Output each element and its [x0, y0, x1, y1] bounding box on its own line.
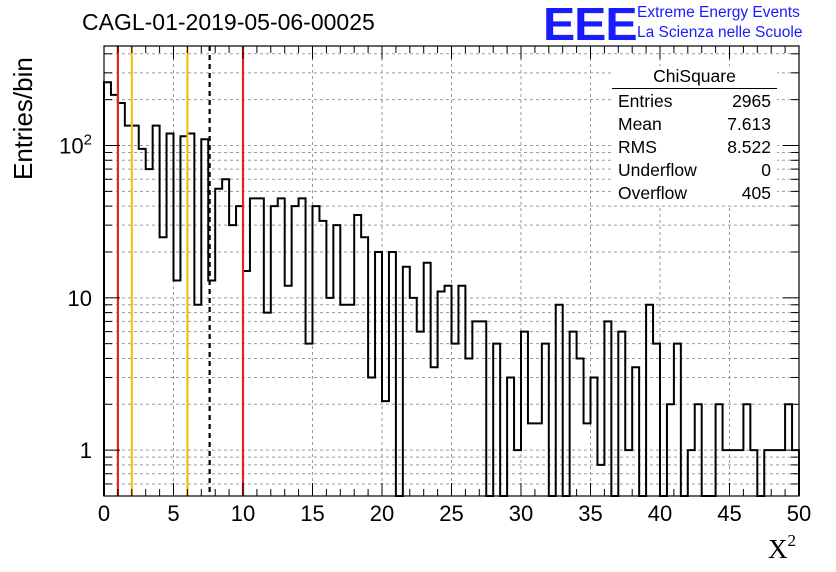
x-axis-label-symbol: X	[768, 534, 788, 564]
stats-value: 405	[741, 183, 771, 203]
eee-logo: EEE	[543, 0, 638, 50]
stats-row: Underflow 0	[612, 159, 777, 182]
x-tick-label: 40	[648, 501, 672, 526]
x-tick-label: 15	[300, 501, 324, 526]
y-tick-label-exponent: 2	[84, 131, 92, 148]
x-axis-label-exponent: 2	[787, 531, 797, 550]
x-tick-label: 10	[231, 501, 255, 526]
y-axis-label: Entries/bin	[8, 57, 38, 180]
stats-label: Entries	[618, 91, 673, 111]
stats-label: RMS	[618, 137, 657, 157]
y-tick-label: 10	[68, 286, 92, 311]
logo-line-2: La Scienza nelle Scuole	[637, 24, 803, 41]
chart-title: CAGL-01-2019-05-06-00025	[82, 9, 375, 35]
x-tick-label: 25	[439, 501, 463, 526]
stats-label: Underflow	[618, 160, 697, 180]
x-axis-label: X2	[768, 531, 797, 565]
histogram-line	[103, 81, 800, 497]
logo-line-1: Extreme Energy Events	[637, 4, 800, 21]
stats-row: Overflow 405	[612, 182, 777, 205]
y-tick-label: 102	[59, 131, 92, 158]
y-tick-label: 1	[80, 438, 92, 463]
stats-value: 0	[761, 160, 771, 180]
x-tick-label: 35	[578, 501, 602, 526]
stats-value: 2965	[732, 91, 771, 111]
stats-row: Mean 7.613	[612, 113, 777, 136]
x-tick-label: 20	[370, 501, 394, 526]
stats-value: 7.613	[727, 114, 771, 134]
x-tick-label: 50	[787, 501, 811, 526]
threshold-lines	[116, 46, 245, 496]
stats-box: ChiSquare Entries 2965 Mean 7.613 RMS 8.522…	[612, 66, 777, 205]
stats-row: Entries 2965	[612, 90, 777, 113]
x-tick-label: 5	[167, 501, 179, 526]
histogram-series	[103, 81, 800, 497]
stats-label: Overflow	[618, 183, 688, 203]
x-tick-label: 0	[98, 501, 110, 526]
x-tick-label: 45	[717, 501, 741, 526]
stats-title: ChiSquare	[612, 66, 777, 89]
stats-row: RMS 8.522	[612, 136, 777, 159]
x-axis: 0 5 10 15 20 25 30 35 40 45 50	[98, 46, 811, 526]
y-tick-label-base: 10	[59, 133, 83, 158]
stats-value: 8.522	[727, 137, 771, 157]
x-tick-label: 30	[509, 501, 533, 526]
stats-label: Mean	[618, 114, 662, 134]
grid-lines	[104, 46, 799, 497]
